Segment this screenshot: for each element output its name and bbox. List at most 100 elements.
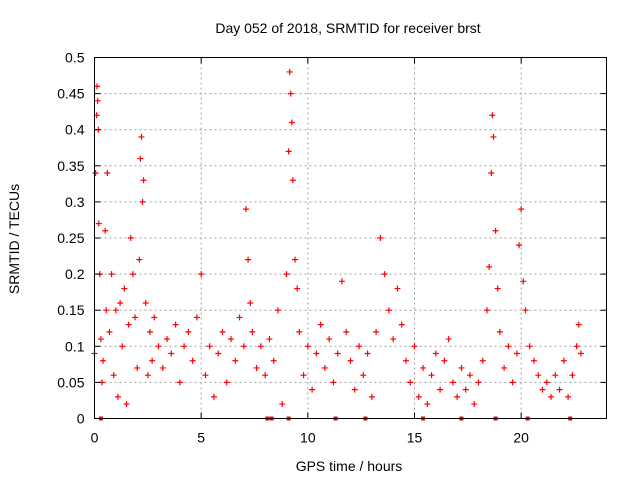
data-point xyxy=(92,170,99,177)
y-tick-label: 0.35 xyxy=(57,158,84,174)
data-point xyxy=(449,379,456,386)
data-point xyxy=(394,285,401,292)
data-point xyxy=(210,393,217,400)
data-point xyxy=(242,206,249,213)
data-point xyxy=(283,271,290,278)
data-point xyxy=(516,242,523,249)
data-point xyxy=(539,386,546,393)
data-point xyxy=(347,357,354,364)
data-point xyxy=(137,155,144,162)
data-point xyxy=(351,386,358,393)
data-point xyxy=(437,386,444,393)
data-point xyxy=(526,343,533,350)
data-point xyxy=(125,321,132,328)
data-point xyxy=(486,263,493,270)
data-point xyxy=(123,401,130,408)
data-point xyxy=(100,357,107,364)
data-point xyxy=(411,343,418,350)
data-point xyxy=(552,372,559,379)
x-tick-label: 5 xyxy=(197,430,205,446)
data-point xyxy=(104,170,111,177)
data-point xyxy=(501,364,508,371)
data-point xyxy=(573,343,580,350)
data-point xyxy=(245,256,252,263)
data-point xyxy=(97,336,104,343)
data-point xyxy=(484,307,491,314)
x-tick-label: 20 xyxy=(513,430,529,446)
data-point xyxy=(326,336,333,343)
data-point xyxy=(112,307,119,314)
x-axis-title: GPS time / hours xyxy=(296,458,403,474)
data-point xyxy=(496,328,503,335)
data-point xyxy=(454,393,461,400)
x-tick-label: 10 xyxy=(300,430,316,446)
data-point xyxy=(270,357,277,364)
y-tick-label: 0.05 xyxy=(57,374,84,390)
data-point xyxy=(215,350,222,357)
data-point xyxy=(390,336,397,343)
data-point xyxy=(240,343,247,350)
data-point xyxy=(236,314,243,321)
data-point xyxy=(385,307,392,314)
data-point xyxy=(543,379,550,386)
data-point xyxy=(296,328,303,335)
data-point xyxy=(373,328,380,335)
data-point xyxy=(274,307,281,314)
data-point xyxy=(119,343,126,350)
data-point xyxy=(518,206,525,213)
data-point xyxy=(432,350,439,357)
data-point xyxy=(334,350,341,357)
data-point xyxy=(206,343,213,350)
data-point xyxy=(134,364,141,371)
data-point xyxy=(232,357,239,364)
data-point xyxy=(279,401,286,408)
data-point xyxy=(176,379,183,386)
data-point xyxy=(364,350,371,357)
data-point xyxy=(287,90,294,97)
data-point xyxy=(288,119,295,126)
data-point xyxy=(181,343,188,350)
axis-ticks: 0 0.05 0.1 0.15 0.2 0.25 0.3 0.35 0.4 0.45 0.5 0 5 10… xyxy=(57,50,607,446)
data-point xyxy=(102,227,109,234)
data-point xyxy=(139,198,146,205)
data-point xyxy=(95,220,102,227)
data-point xyxy=(136,256,143,263)
data-point xyxy=(193,314,200,321)
data-point xyxy=(462,386,469,393)
x-tick-label: 0 xyxy=(91,430,99,446)
data-point xyxy=(556,386,563,393)
data-point xyxy=(117,299,124,306)
data-point xyxy=(569,372,576,379)
y-tick-label: 0.2 xyxy=(65,266,85,282)
data-point xyxy=(247,299,254,306)
data-point xyxy=(548,393,555,400)
data-point xyxy=(168,350,175,357)
data-point xyxy=(490,133,497,140)
data-point xyxy=(338,278,345,285)
chart-title: Day 052 of 2018, SRMTID for receiver brs… xyxy=(215,20,480,36)
data-point xyxy=(151,314,158,321)
data-point xyxy=(377,235,384,241)
data-point xyxy=(223,379,230,386)
data-point xyxy=(219,328,226,335)
data-point xyxy=(509,379,516,386)
y-tick-label: 0.4 xyxy=(65,122,85,138)
data-point xyxy=(121,285,128,292)
data-point xyxy=(428,372,435,379)
data-point xyxy=(132,314,139,321)
data-point xyxy=(415,393,422,400)
data-point xyxy=(309,386,316,393)
data-point xyxy=(138,133,145,140)
data-point xyxy=(142,299,149,306)
data-point xyxy=(494,285,501,292)
data-point xyxy=(479,357,486,364)
data-point xyxy=(475,379,482,386)
data-point xyxy=(520,278,527,285)
plot-frame xyxy=(94,57,607,419)
data-point xyxy=(321,364,328,371)
data-point xyxy=(317,321,324,328)
data-points xyxy=(91,68,584,421)
data-point xyxy=(505,343,512,350)
data-point xyxy=(424,401,431,408)
data-point xyxy=(140,177,147,184)
